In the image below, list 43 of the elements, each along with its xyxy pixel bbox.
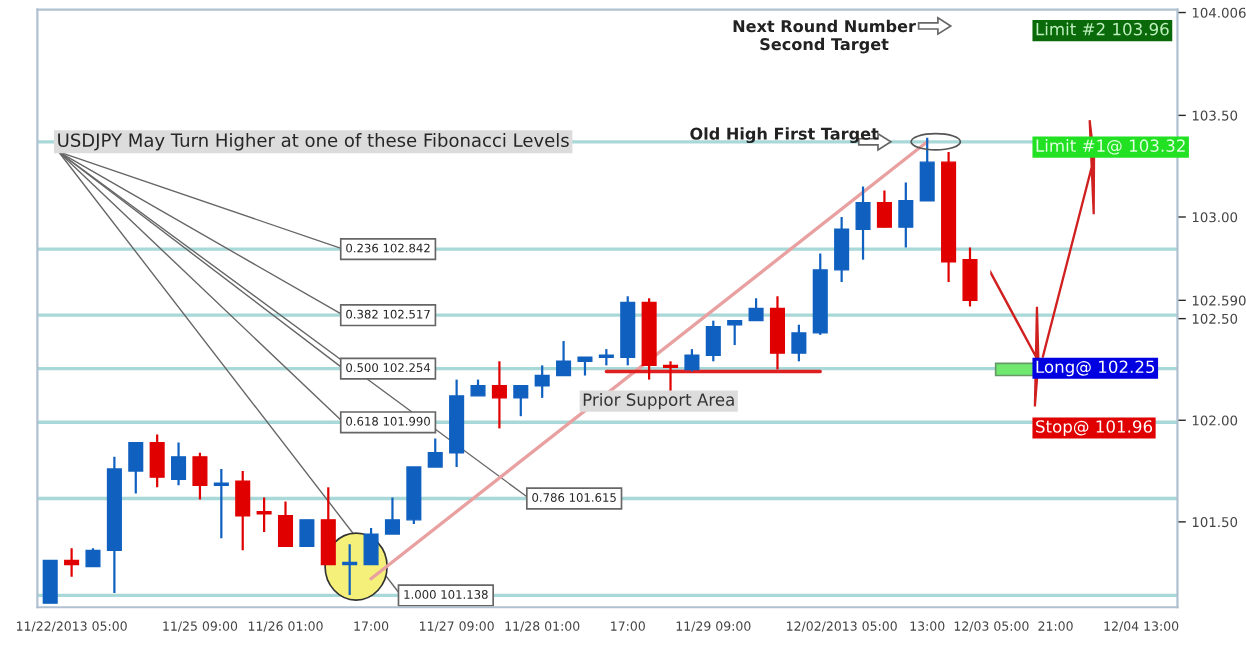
candlestick [85,547,101,568]
candlestick [491,360,507,430]
candlestick [727,319,743,347]
candlestick [277,500,294,548]
candlestick [384,496,400,536]
candlestick [320,486,336,566]
candlestick [213,467,229,540]
candlestick [898,181,914,249]
candlestick [556,339,572,377]
candlestick [577,356,593,377]
candlestick [684,348,700,373]
candlestick [128,441,144,495]
candlestick [769,295,786,371]
candlestick [705,319,721,363]
candlestick [962,246,978,308]
candlestick [299,518,315,548]
candlestick [42,559,58,605]
candlestick [834,215,850,284]
candlestick [662,360,679,395]
candlestick [855,185,871,261]
annotation: Old High First Target [690,127,879,144]
annotation: Long@ 102.25 [1036,360,1155,377]
candlestick [513,384,529,418]
candlestick [791,323,807,363]
candlestick [427,437,443,469]
candlestick [192,451,208,501]
candlestick [149,433,165,489]
ref-line-label: USDJPY May Turn Higher at one of these Fibonacci Levels [58,133,569,151]
candlestick [64,547,80,578]
annotation: Prior Support Area [583,393,734,410]
candlestick [342,543,358,597]
candlestick [876,189,892,229]
candlestick [534,364,550,399]
annotation: Limit #2 103.96 [1036,22,1169,36]
annotation: Limit #1@ 103.32 [1036,139,1185,155]
candlestick [748,297,764,322]
annotation: Next Round Number Second Target [733,19,916,54]
candlestick [171,441,187,487]
candlestick [235,469,251,552]
candlestick [256,496,272,534]
candlestick [919,136,935,202]
candlestick [363,526,379,566]
annotation: Stop@ 101.96 [1036,420,1153,437]
